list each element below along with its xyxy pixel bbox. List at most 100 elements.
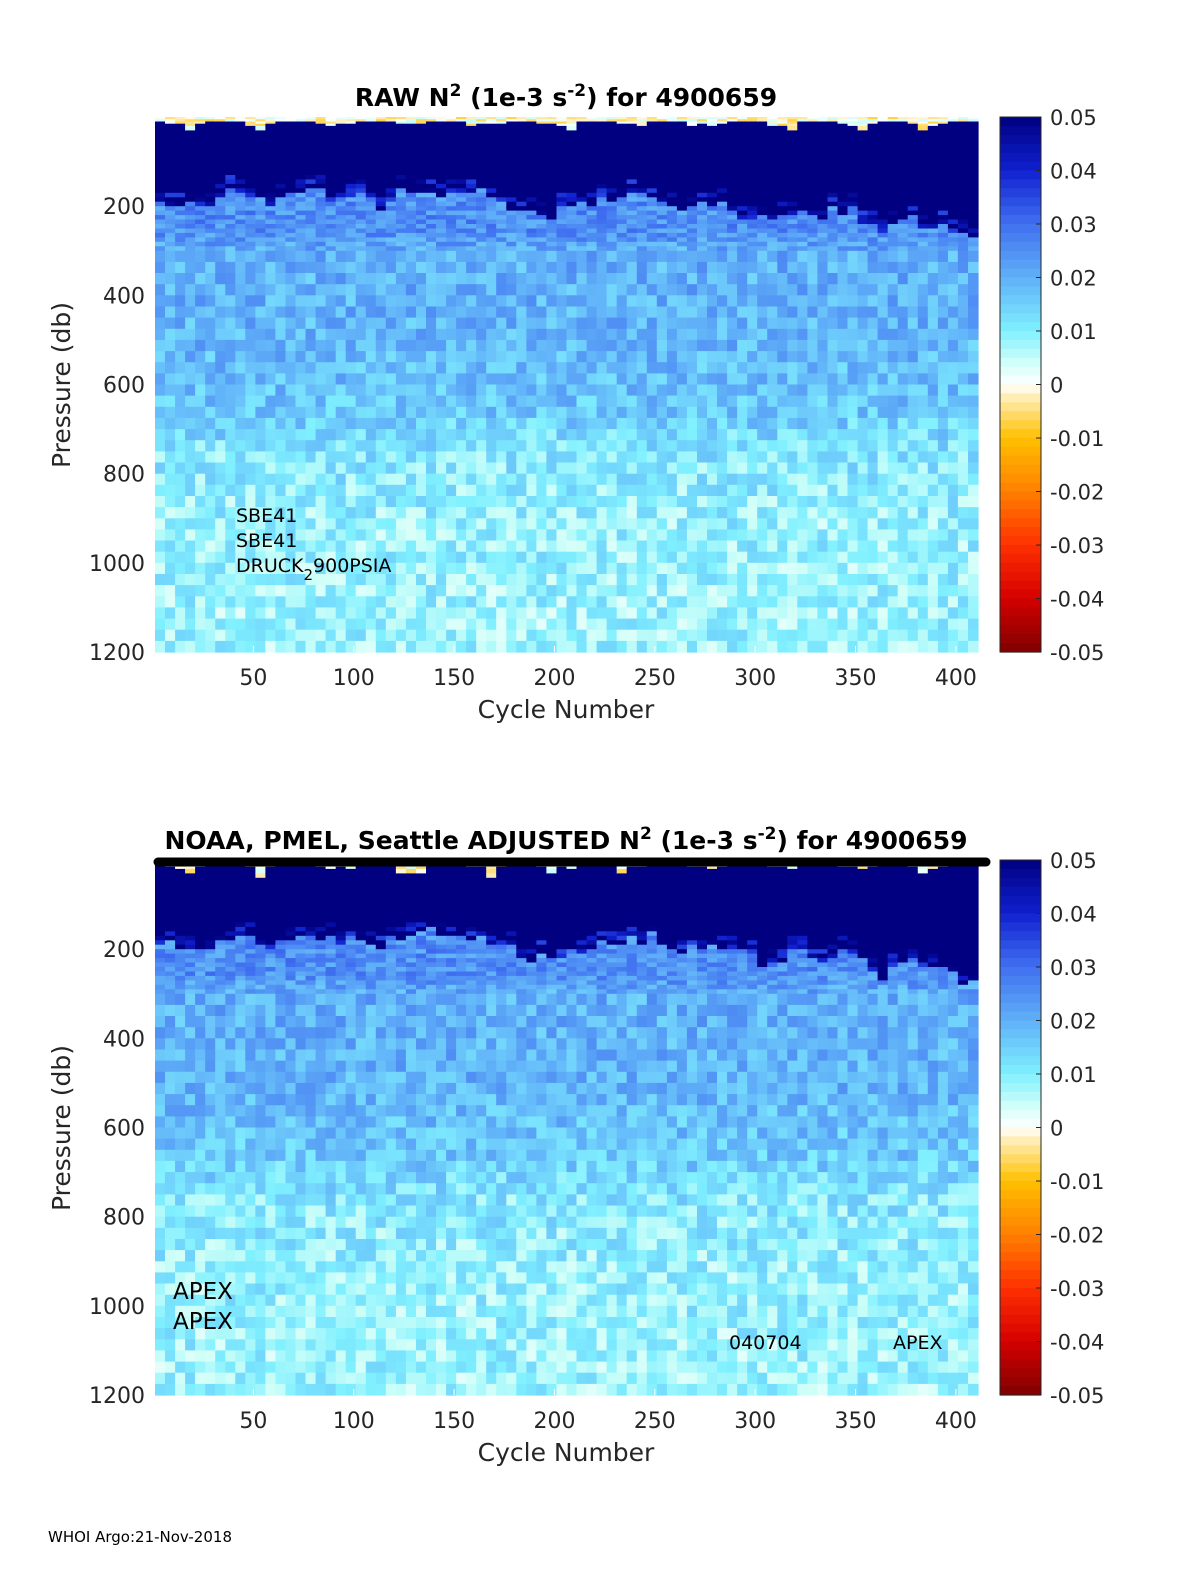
heatmap-cell [375,210,387,216]
heatmap-cell [385,261,397,274]
heatmap-cell [636,629,648,642]
heatmap-cell [405,246,417,252]
heatmap-cell [887,152,899,158]
heatmap-cell [476,306,487,319]
heatmap-cell [185,241,196,247]
heatmap-cell [697,148,708,154]
heatmap-cell [496,273,507,285]
heatmap-cell [737,629,748,642]
heatmap-cell [466,210,477,216]
heatmap-cell [516,507,527,519]
heatmap-cell [566,417,578,430]
heatmap-cell [365,241,377,247]
heatmap-cell [496,451,507,464]
heatmap-cell [375,518,387,530]
heatmap-cell [426,429,437,441]
heatmap-cell [335,451,347,464]
heatmap-cell [757,201,768,207]
heatmap-cell [245,210,256,216]
heatmap-cell [165,139,176,145]
heatmap-cell [536,206,547,212]
heatmap-cell [526,417,537,430]
heatmap-cell [857,210,869,216]
heatmap-cell [195,284,206,296]
heatmap-cell [616,417,628,430]
heatmap-cell [616,384,628,397]
heatmap-cell [837,183,849,189]
heatmap-cell [496,117,507,120]
heatmap-cell [205,540,216,553]
heatmap-cell [606,406,618,419]
heatmap-cell [416,596,427,608]
heatmap-cell [486,273,497,285]
heatmap-cell [285,232,297,238]
heatmap-cell [797,551,808,564]
heatmap-cell [365,197,377,203]
heatmap-cell [165,440,176,452]
heatmap-cell [416,228,427,234]
heatmap-cell [456,121,467,125]
heatmap-cell [305,585,317,597]
heatmap-cell [165,551,176,564]
heatmap-cell [777,224,788,230]
heatmap-cell [516,295,527,307]
heatmap-cell [566,166,578,172]
heatmap-cell [867,210,879,216]
heatmap-cell [335,540,347,553]
heatmap-cell [456,440,467,452]
heatmap-cell [676,130,688,136]
heatmap-cell [827,152,839,158]
heatmap-cell [205,629,216,642]
heatmap-cell [586,629,598,642]
heatmap-cell [446,215,457,221]
heatmap-cell [155,121,166,125]
heatmap-cell [295,206,307,212]
heatmap-cell [175,241,186,247]
heatmap-cell [155,317,166,330]
heatmap-cell [807,429,818,441]
heatmap-cell [456,317,467,330]
heatmap-cell [777,237,788,243]
heatmap-cell [737,210,748,216]
heatmap-cell [155,429,166,441]
heatmap-cell [626,406,638,419]
heatmap-cell [566,339,578,352]
heatmap-cell [887,210,899,216]
heatmap-cell [807,179,818,185]
heatmap-cell [416,629,427,642]
heatmap-cell [827,362,839,374]
heatmap-cell [827,241,839,247]
heatmap-cell [636,161,648,167]
heatmap-cell [436,161,447,167]
heatmap-cell [315,175,327,181]
heatmap-cell [335,462,347,475]
heatmap-cell [345,462,357,475]
heatmap-cell [817,143,828,149]
heatmap-cell [526,139,537,145]
heatmap-cell [325,440,337,452]
heatmap-cell [877,451,889,464]
heatmap-cell [646,529,658,542]
heatmap-cell [847,440,859,452]
heatmap-cell [395,148,407,154]
heatmap-cell [506,562,517,575]
heatmap-cell [757,261,768,274]
heatmap-cell [325,206,337,212]
heatmap-cell [626,451,638,464]
heatmap-cell [697,417,708,430]
heatmap-cell [777,328,788,341]
heatmap-cell [165,152,176,158]
heatmap-cell [365,228,377,234]
heatmap-cell [405,241,417,247]
heatmap-cell [295,596,307,608]
heatmap-cell [656,210,668,216]
heatmap-cell [405,529,417,542]
heatmap-cell [295,339,307,352]
heatmap-cell [365,328,377,341]
heatmap-cell [807,640,818,653]
heatmap-cell [155,232,166,238]
heatmap-cell [516,473,527,486]
heatmap-cell [285,166,297,172]
heatmap-cell [676,161,688,167]
heatmap-cell [827,197,839,203]
